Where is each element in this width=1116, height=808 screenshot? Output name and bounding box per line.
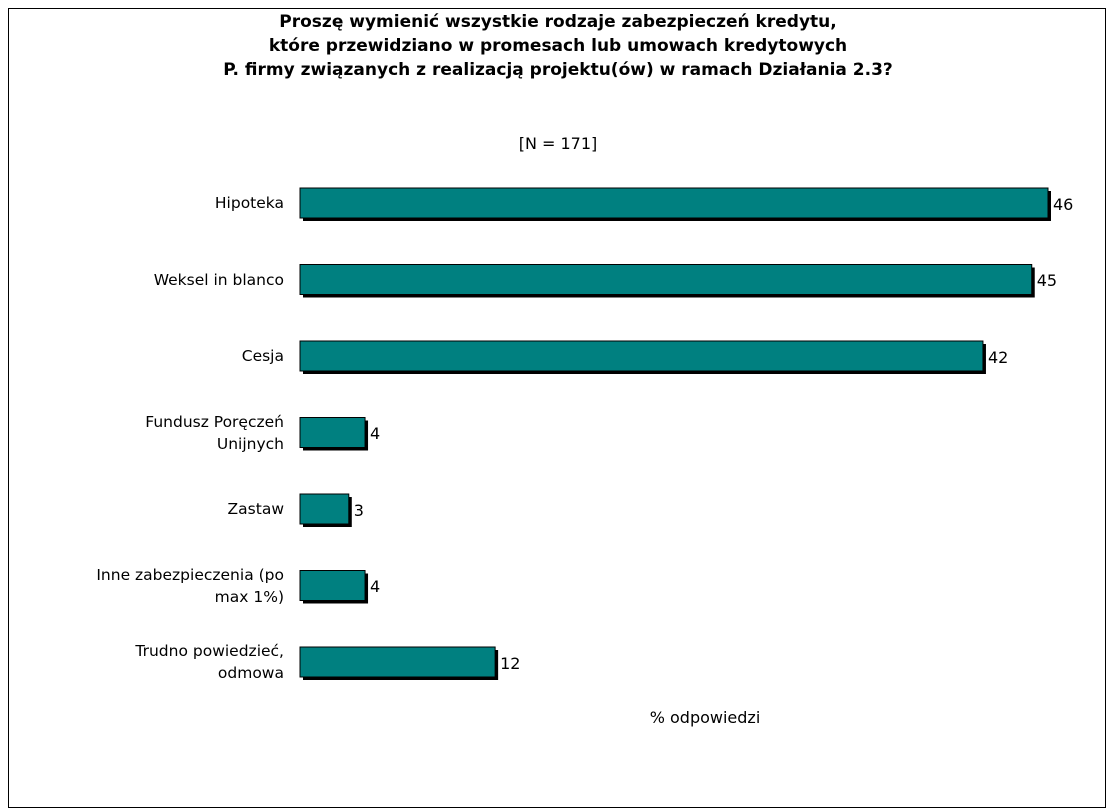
x-axis-label: % odpowiedzi — [649, 708, 761, 727]
category-label: Trudno powiedzieć, odmowa — [135, 642, 284, 682]
bar — [299, 493, 350, 525]
category-label: Hipoteka — [214, 194, 284, 212]
value-label: 42 — [987, 347, 1009, 367]
value-label: 45 — [1036, 271, 1058, 290]
bar — [299, 264, 1033, 295]
category-label: Cesja — [241, 347, 284, 365]
value-label: 12 — [500, 653, 521, 673]
bar — [299, 570, 366, 601]
value-label: 4 — [370, 424, 381, 443]
category-label: Inne zabezpieczenia (po max 1%) — [96, 565, 284, 606]
chart-subtitle: [N = 171] — [518, 134, 598, 153]
bar — [299, 646, 496, 678]
chart-title: Proszę wymienić wszystkie rodzaje zabezp… — [223, 12, 893, 80]
category-label: Weksel in blanco — [153, 270, 284, 289]
category-label: Zastaw — [227, 500, 284, 518]
page: Proszę wymienić wszystkie rodzaje zabezp… — [8, 8, 1106, 808]
category-label: Fundusz Poręczeń Unijnych — [145, 412, 284, 453]
value-label: 46 — [1053, 194, 1074, 214]
bar — [299, 340, 984, 372]
value-label: 3 — [353, 500, 364, 520]
value-label: 4 — [370, 577, 381, 596]
bar — [299, 187, 1049, 219]
plot — [299, 187, 1051, 680]
bar — [299, 417, 366, 448]
